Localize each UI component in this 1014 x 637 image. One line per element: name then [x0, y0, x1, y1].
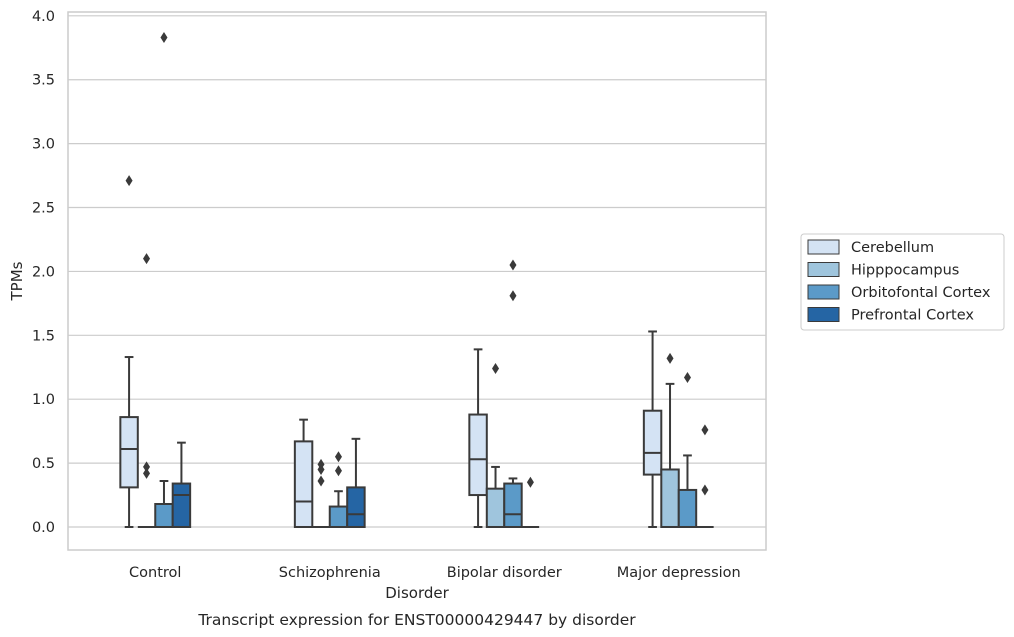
x-tick-label: Major depression: [617, 565, 741, 581]
box-1-1: [312, 458, 330, 528]
legend-label: Orbitofontal Cortex: [851, 285, 991, 301]
outlier-point: [526, 476, 534, 488]
box-body: [119, 416, 139, 489]
y-tick-label: 0.0: [32, 520, 55, 536]
y-tick-label: 1.0: [32, 392, 55, 408]
outlier-point: [334, 465, 342, 477]
box-0-0: [119, 175, 139, 528]
outlier-point: [334, 451, 342, 463]
box-2-1: [485, 363, 506, 528]
legend-swatch: [807, 307, 840, 322]
box-body: [171, 482, 192, 528]
box-1-3: [346, 437, 366, 528]
y-tick-label: 2.5: [32, 201, 55, 217]
box-0-1: [137, 253, 156, 528]
legend-label: Prefrontal Cortex: [851, 308, 974, 324]
y-tick-labels: 0.0 0.5 1.0 1.5 2.0 2.5 3.0 3.5 4.0: [32, 9, 55, 536]
box-body: [485, 487, 506, 528]
y-tick-label: 1.5: [32, 328, 55, 344]
legend-frame: [800, 233, 1005, 331]
outlier-point: [492, 363, 500, 375]
box-2-2: [503, 259, 523, 528]
plot-frame: [67, 11, 767, 551]
x-tick-label: Schizophrenia: [279, 565, 381, 581]
y-tick-label: 3.0: [32, 137, 55, 153]
box-3-0: [642, 330, 663, 528]
box-2-3: [521, 476, 540, 528]
x-axis-label: Disorder: [385, 584, 449, 602]
box-2-0: [468, 348, 488, 528]
box-body: [154, 502, 174, 528]
outlier-point: [701, 484, 709, 496]
box-0-3: [171, 441, 192, 528]
box-body: [346, 486, 366, 528]
legend-swatch: [807, 262, 840, 277]
box-3-2: [677, 371, 698, 528]
outlier-point: [509, 290, 517, 302]
outlier-point: [317, 458, 325, 470]
legend-label: Hipppocampus: [851, 263, 959, 279]
outlier-point: [683, 371, 691, 383]
chart-caption: Transcript expression for ENST0000042944…: [197, 611, 636, 629]
outlier-point: [143, 253, 151, 265]
box-body: [503, 482, 523, 528]
outlier-point: [160, 32, 168, 44]
box-body: [660, 468, 680, 528]
box-body: [293, 440, 314, 528]
y-axis-label: TPMs: [8, 261, 26, 301]
outlier-point: [666, 352, 674, 364]
box-body: [642, 409, 663, 476]
outlier-point: [509, 259, 517, 271]
box-body: [328, 505, 349, 528]
x-tick-labels: Control Schizophrenia Bipolar disorder Majo…: [129, 565, 741, 581]
x-tick-label: Control: [129, 565, 181, 581]
box-1-0: [293, 418, 314, 528]
outlier-point: [143, 467, 151, 479]
box-0-2: [154, 32, 174, 528]
outlier-point: [143, 461, 151, 473]
legend-label: Cerebellum: [851, 240, 934, 256]
box-3-3: [696, 424, 714, 528]
box-body: [468, 413, 488, 497]
box-body: [677, 488, 698, 528]
y-tick-label: 3.5: [32, 73, 55, 89]
legend-swatch: [807, 239, 840, 255]
outlier-point: [317, 475, 325, 487]
y-tick-label: 0.5: [32, 456, 55, 472]
y-tick-label: 4.0: [32, 9, 55, 25]
legend-swatch: [807, 284, 840, 300]
box-groups: [119, 32, 714, 528]
legend: Cerebellum Hipppocampus Orbitofontal Corte…: [800, 233, 1005, 331]
outlier-point: [125, 175, 133, 187]
outlier-point: [701, 424, 709, 436]
y-tick-label: 2.0: [32, 264, 55, 280]
x-tick-label: Bipolar disorder: [447, 565, 562, 581]
